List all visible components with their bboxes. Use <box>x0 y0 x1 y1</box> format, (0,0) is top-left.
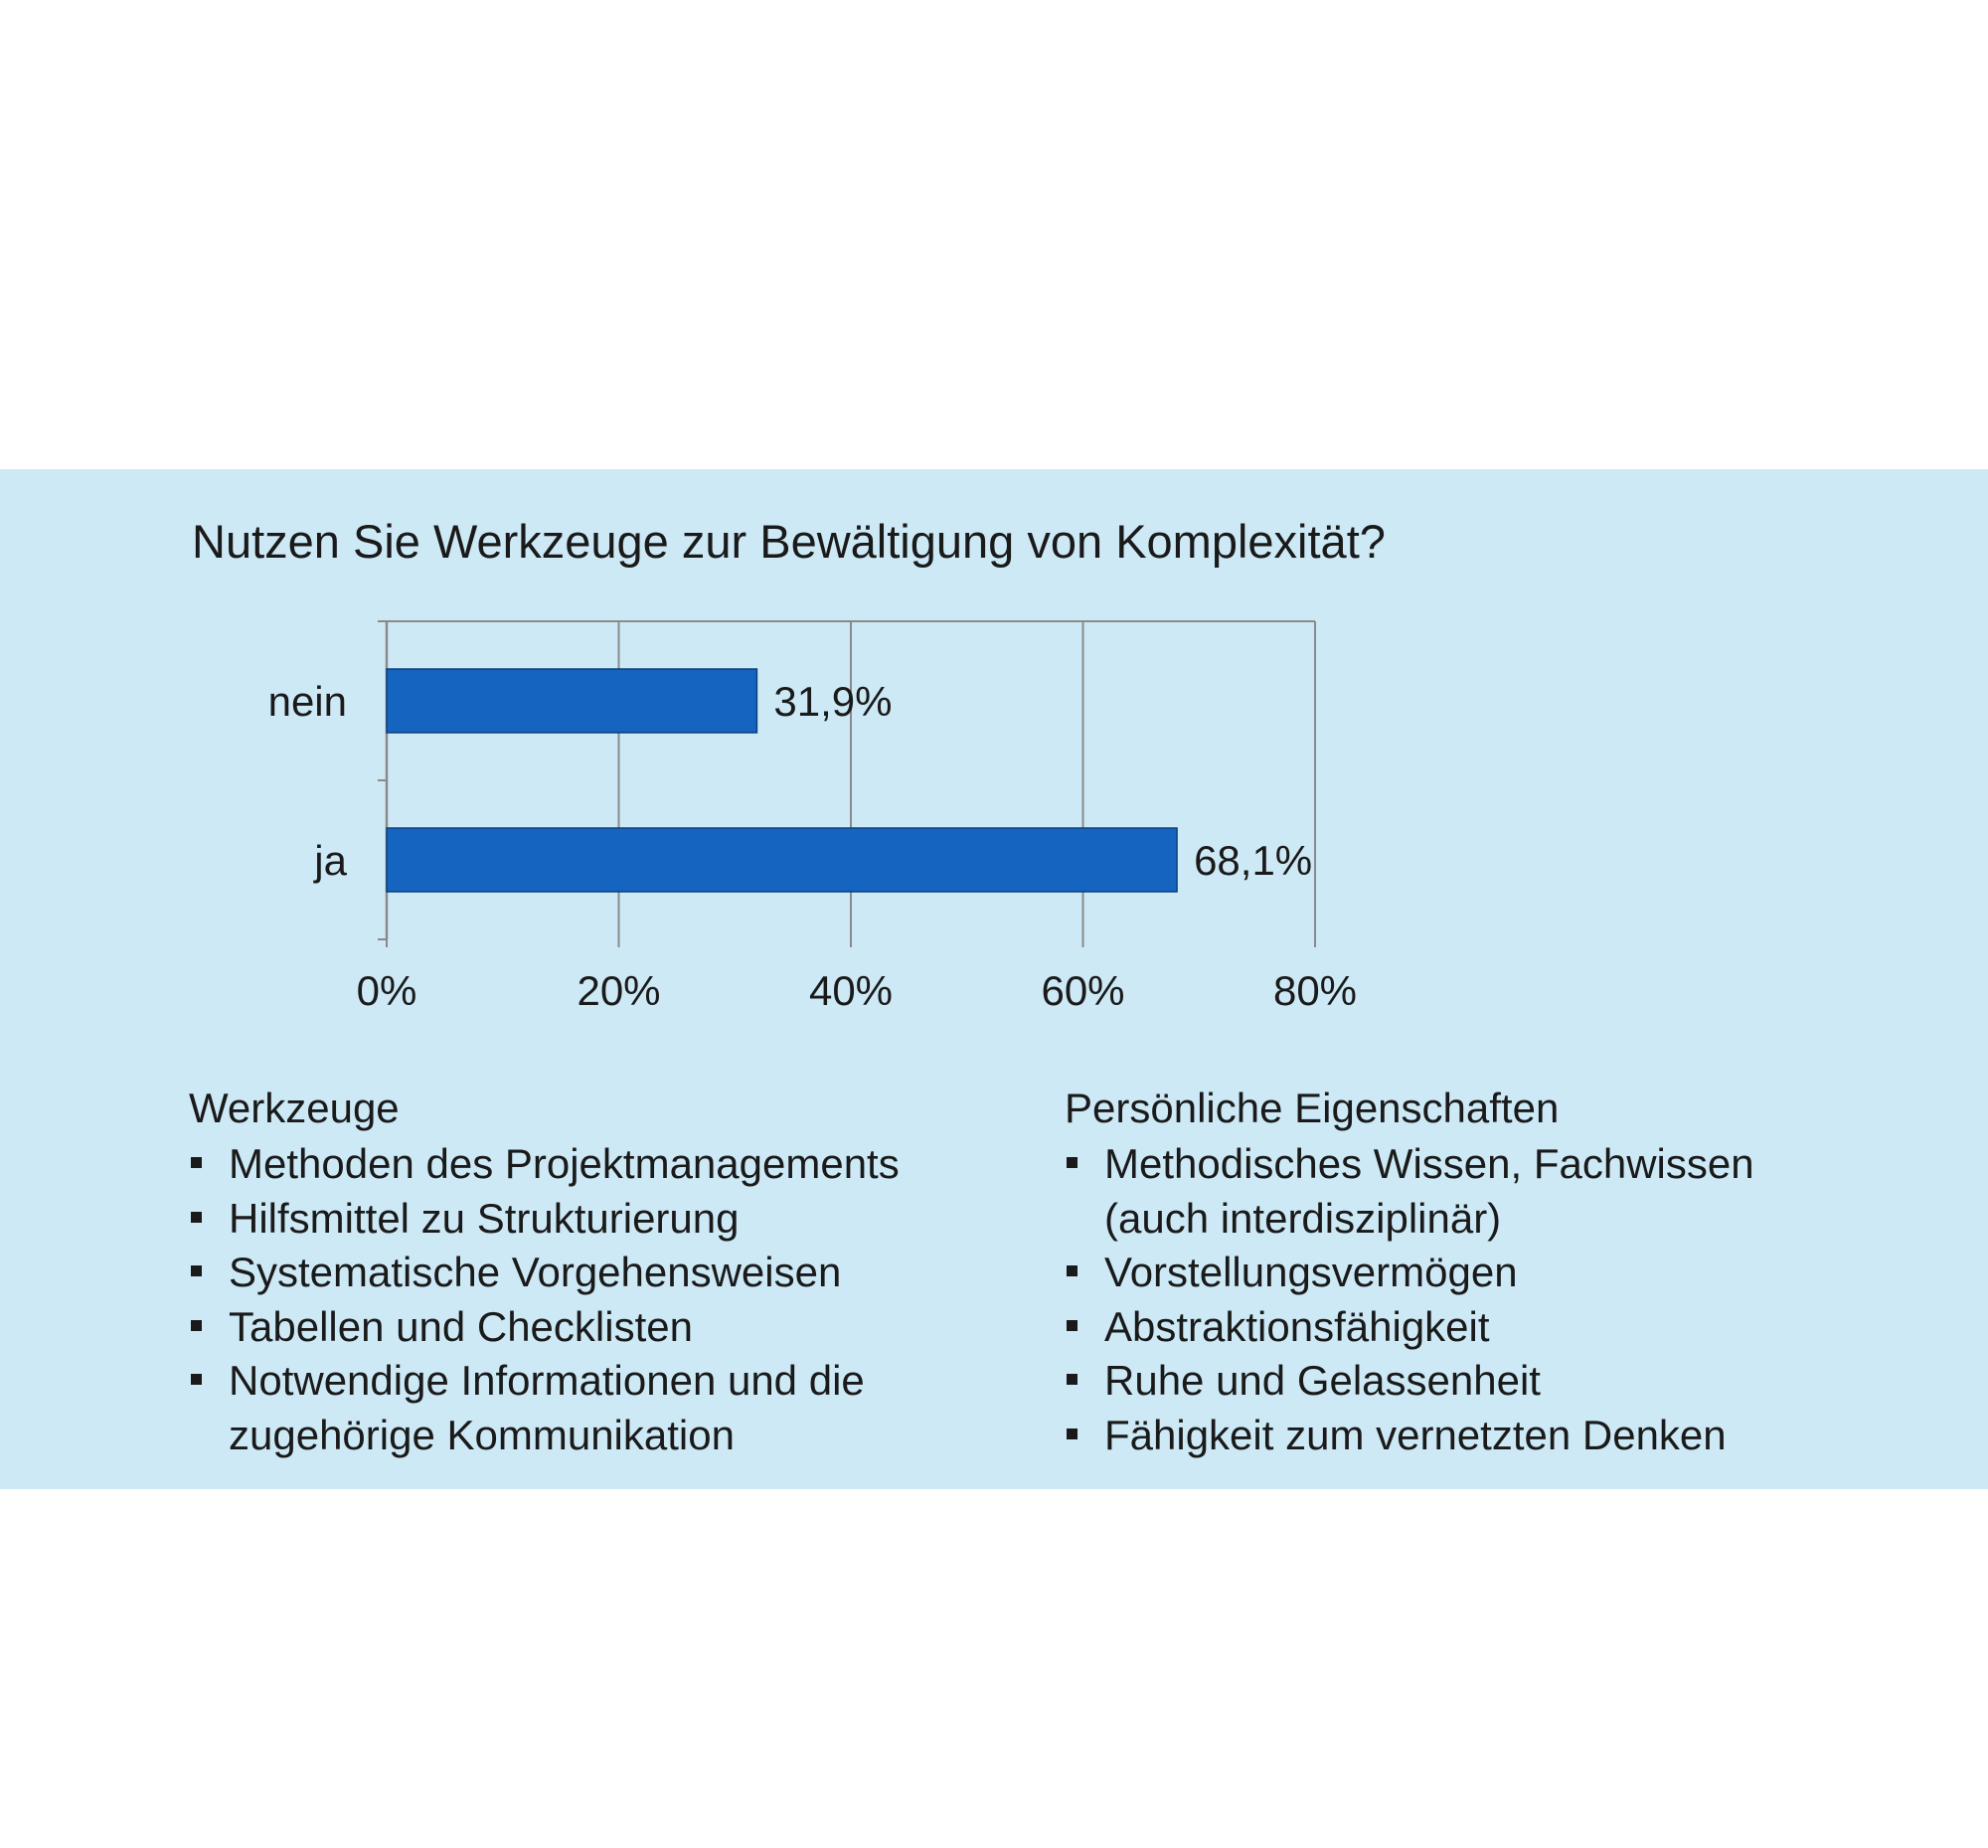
traits-list-item: Methodisches Wissen, Fachwissen (auch in… <box>1065 1137 1840 1246</box>
tools-list-item: Notwendige Informationen und die zugehör… <box>189 1354 1004 1462</box>
bullet-icon <box>191 1319 202 1331</box>
value-label: 68,1% <box>1194 837 1312 884</box>
tools-list-item-label: Methoden des Projektmanagements <box>229 1140 900 1187</box>
bullet-icon <box>1067 1319 1077 1331</box>
tools-list-item: Hilfsmittel zu Strukturierung <box>189 1192 1004 1247</box>
x-tick-label: 80% <box>1273 967 1357 1014</box>
category-label: nein <box>268 678 347 725</box>
bullet-icon <box>191 1374 202 1385</box>
traits-list-item-label: Vorstellungsvermögen <box>1104 1249 1518 1295</box>
traits-list-item: Abstraktionsfähigkeit <box>1065 1300 1840 1355</box>
tools-list-item-label: Hilfsmittel zu Strukturierung <box>229 1194 740 1242</box>
bar-nein <box>386 668 758 734</box>
tools-list-item-label: Tabellen und Checklisten <box>229 1302 693 1350</box>
tools-list-item-label: Systematische Vorgehensweisen <box>229 1249 842 1295</box>
traits-list-item: Fähigkeit zum vernetzten Denken <box>1065 1409 1840 1463</box>
bullet-icon <box>1067 1428 1077 1439</box>
bullet-icon <box>1067 1157 1077 1168</box>
bullet-icon <box>1067 1265 1077 1276</box>
tools-list: Methoden des Projektmanagements Hilfsmitt… <box>189 1137 1004 1462</box>
tools-list-item: Tabellen und Checklisten <box>189 1300 1004 1355</box>
bullet-icon <box>191 1157 202 1168</box>
tools-list-item: Methoden des Projektmanagements <box>189 1137 1004 1192</box>
bar-ja <box>386 827 1178 893</box>
x-tick-label: 20% <box>577 967 660 1014</box>
traits-list-item-label: Ruhe und Gelassenheit <box>1104 1357 1541 1404</box>
tools-heading: Werkzeuge <box>189 1085 400 1131</box>
x-tick-label: 0% <box>357 967 417 1014</box>
tools-list-item: Systematische Vorgehensweisen <box>189 1246 1004 1300</box>
traits-list-item: Vorstellungsvermögen <box>1065 1246 1840 1300</box>
x-tick-label: 40% <box>809 967 893 1014</box>
x-tick-label: 60% <box>1041 967 1124 1014</box>
value-label: 31,9% <box>773 678 892 725</box>
traits-list: Methodisches Wissen, Fachwissen (auch in… <box>1065 1137 1840 1462</box>
tools-list-item-label: Notwendige Informationen und die zugehör… <box>229 1357 865 1458</box>
traits-list-item-label: Abstraktionsfähigkeit <box>1104 1302 1490 1350</box>
bullet-icon <box>191 1211 202 1223</box>
traits-heading: Persönliche Eigenschaften <box>1065 1085 1560 1131</box>
traits-list-item-label: Fähigkeit zum vernetzten Denken <box>1104 1411 1727 1458</box>
bullet-icon <box>1067 1374 1077 1385</box>
bullet-icon <box>191 1265 202 1276</box>
info-panel <box>0 469 1988 1489</box>
traits-list-item-label: Methodisches Wissen, Fachwissen (auch in… <box>1104 1140 1754 1242</box>
category-label: ja <box>312 837 347 884</box>
chart-title: Nutzen Sie Werkzeuge zur Bewältigung von… <box>192 515 1386 568</box>
traits-list-item: Ruhe und Gelassenheit <box>1065 1354 1840 1409</box>
